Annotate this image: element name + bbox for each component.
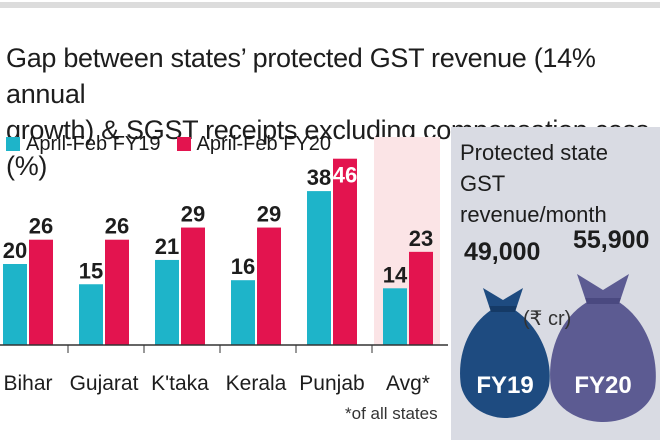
- unit-label: (₹ cr): [523, 308, 572, 330]
- bar-gujarat-fy20: [105, 239, 129, 345]
- category-label-gujarat: Gujarat: [70, 372, 139, 395]
- value-label-bihar-fy20: 26: [29, 214, 53, 239]
- legend-swatch-fy20: [176, 137, 191, 151]
- money-bags: [460, 274, 656, 422]
- bar-gujarat-fy19: [79, 284, 103, 345]
- legend-label-fy19: April-Feb FY19: [26, 132, 161, 155]
- value-label-bihar-fy19: 20: [3, 238, 27, 263]
- fy19-value: 49,000: [464, 238, 541, 266]
- bar-avg-fy19: [383, 288, 407, 345]
- category-label-kerala: Kerala: [226, 372, 287, 395]
- category-label-bihar: Bihar: [3, 372, 52, 395]
- category-label-avg: Avg*: [386, 372, 430, 395]
- side-panel-title: Protected state GST revenue/month: [460, 137, 655, 230]
- fy20-value: 55,900: [573, 226, 650, 254]
- side-title-line-2: GST revenue/month: [460, 171, 607, 227]
- legend-label-fy20: April-Feb FY20: [196, 132, 332, 155]
- value-label-kerala-fy19: 16: [231, 254, 255, 279]
- value-label-avg-fy20: 23: [409, 226, 433, 251]
- value-label-ktaka-fy20: 29: [181, 202, 205, 227]
- legend-item-fy19: April-Feb FY19: [6, 133, 161, 156]
- bar-bihar-fy19: [3, 264, 27, 345]
- bar-ktaka-fy19: [155, 259, 179, 345]
- fy20-money-bag-icon: [550, 274, 656, 422]
- bar-chart: 2026Bihar1526Gujarat2129K'taka1629Kerala…: [0, 137, 448, 395]
- value-label-gujarat-fy20: 26: [105, 214, 129, 239]
- bar-kerala-fy19: [231, 280, 255, 345]
- chart-title-line-1: Gap between states’ protected GST revenu…: [6, 43, 596, 109]
- top-rule: [0, 2, 660, 8]
- legend-item-fy20: April-Feb FY20: [176, 132, 332, 156]
- bar-punjab-fy20: [333, 158, 357, 345]
- bar-kerala-fy20: [257, 227, 281, 345]
- value-label-kerala-fy20: 29: [257, 202, 281, 227]
- value-label-punjab-fy20: 46: [333, 163, 357, 188]
- footnote: *of all states: [345, 404, 438, 423]
- legend-swatch-fy19: [6, 137, 20, 151]
- fy20-label: FY20: [574, 372, 632, 399]
- value-label-avg-fy19: 14: [383, 262, 408, 287]
- fy19-label: FY19: [476, 372, 534, 399]
- value-label-gujarat-fy19: 15: [79, 258, 103, 283]
- bar-avg-fy20: [409, 251, 433, 345]
- category-label-punjab: Punjab: [299, 372, 364, 395]
- side-title-line-1: Protected state: [460, 140, 608, 165]
- value-label-punjab-fy19: 38: [307, 165, 331, 190]
- fy19-money-bag-icon: [460, 288, 550, 418]
- bar-ktaka-fy20: [181, 227, 205, 345]
- bar-punjab-fy19: [307, 191, 331, 345]
- category-label-ktaka: K'taka: [151, 372, 209, 395]
- bar-bihar-fy20: [29, 239, 53, 345]
- value-label-ktaka-fy19: 21: [155, 234, 179, 259]
- chart-legend: April-Feb FY19 April-Feb FY20: [6, 132, 347, 156]
